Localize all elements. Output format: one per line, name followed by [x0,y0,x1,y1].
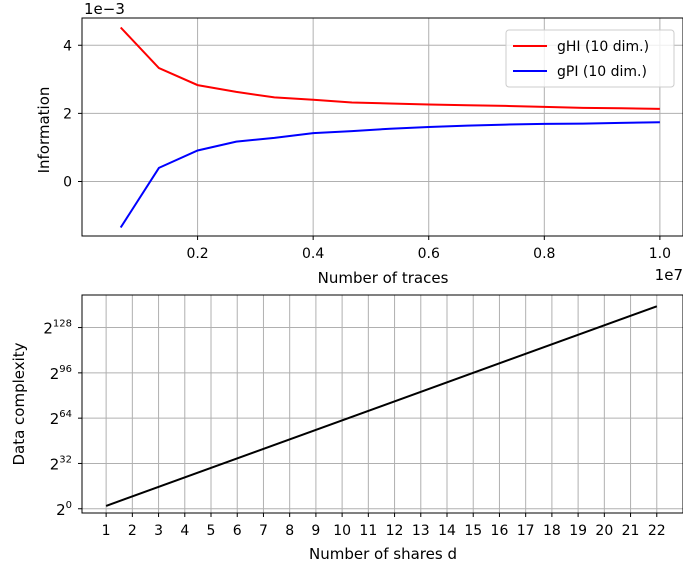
top-x-tick-label: 0.8 [533,246,555,262]
top-chart-legend: gHI (10 dim.) gPI (10 dim.) [505,29,675,88]
series-line-ghi [119,26,660,110]
bottom-chart-y-axis-label: Data complexity [10,342,28,465]
bottom-x-tick-label: 4 [180,523,189,539]
bottom-chart-grid [82,295,683,513]
bottom-y-tick-label: 2128 [43,319,72,338]
top-chart-x-offset-text: 1e7 [655,266,683,284]
bottom-x-tick-label: 14 [438,523,456,539]
legend-label-ghi: gHI (10 dim.) [557,39,649,55]
top-chart-ticks: 0.2 0.4 0.6 0.8 1.0 0 2 4 [63,38,671,262]
bottom-y-tick-label: 232 [50,454,72,473]
bottom-chart-x-axis-label: Number of shares d [309,545,457,563]
top-chart-series [119,26,660,229]
top-y-tick-label: 2 [63,106,72,122]
bottom-chart: 1 2 3 4 5 6 7 8 9 10 11 12 13 14 15 16 17 18 19 20 21 2220232… [10,294,683,563]
bottom-x-tick-label: 9 [311,523,320,539]
bottom-x-tick-label: 5 [207,523,216,539]
bottom-x-tick-label: 20 [595,523,613,539]
top-chart-x-axis-label: Number of traces [318,269,449,287]
bottom-x-tick-label: 10 [333,523,351,539]
bottom-y-tick-label: 296 [50,364,72,383]
series-line-gpi [119,121,660,229]
bottom-x-tick-label: 15 [464,523,482,539]
bottom-x-tick-label: 18 [543,523,561,539]
bottom-x-tick-label: 8 [285,523,294,539]
bottom-x-tick-label: 12 [386,523,404,539]
bottom-x-tick-label: 13 [412,523,430,539]
bottom-x-tick-label: 21 [622,523,640,539]
bottom-x-tick-label: 7 [259,523,268,539]
top-chart-axes-frame [81,17,683,237]
top-x-tick-label: 0.2 [186,246,208,262]
bottom-x-tick-label: 6 [233,523,242,539]
top-chart-offset-text: 1e−3 [84,0,125,18]
bottom-x-tick-label: 3 [154,523,163,539]
bottom-x-tick-label: 11 [359,523,377,539]
top-x-tick-label: 0.4 [302,246,324,262]
bottom-x-tick-label: 2 [128,523,137,539]
series-line-data-complexity [105,305,658,507]
bottom-chart-ticks: 1 2 3 4 5 6 7 8 9 10 11 12 13 14 15 16 17 18 19 20 21 2220232… [43,319,665,539]
bottom-x-tick-label: 17 [517,523,535,539]
top-x-tick-label: 1.0 [649,246,671,262]
bottom-x-tick-label: 22 [648,523,666,539]
top-y-tick-label: 0 [63,175,72,191]
top-y-tick-label: 4 [63,38,72,54]
top-chart-y-axis-label: Information [35,87,53,174]
bottom-chart-axes-frame [81,294,683,514]
legend-label-gpi: gPI (10 dim.) [557,64,647,80]
legend-frame [505,29,675,88]
bottom-x-tick-label: 1 [102,523,111,539]
bottom-chart-series [105,305,658,507]
bottom-x-tick-label: 16 [491,523,509,539]
bottom-x-tick-label: 19 [569,523,587,539]
bottom-y-tick-label: 20 [56,500,72,519]
top-chart: 0.2 0.4 0.6 0.8 1.0 0 2 4 1e−3 1e7 Number of tr… [35,0,683,287]
bottom-y-tick-label: 264 [50,409,72,428]
top-x-tick-label: 0.6 [418,246,440,262]
